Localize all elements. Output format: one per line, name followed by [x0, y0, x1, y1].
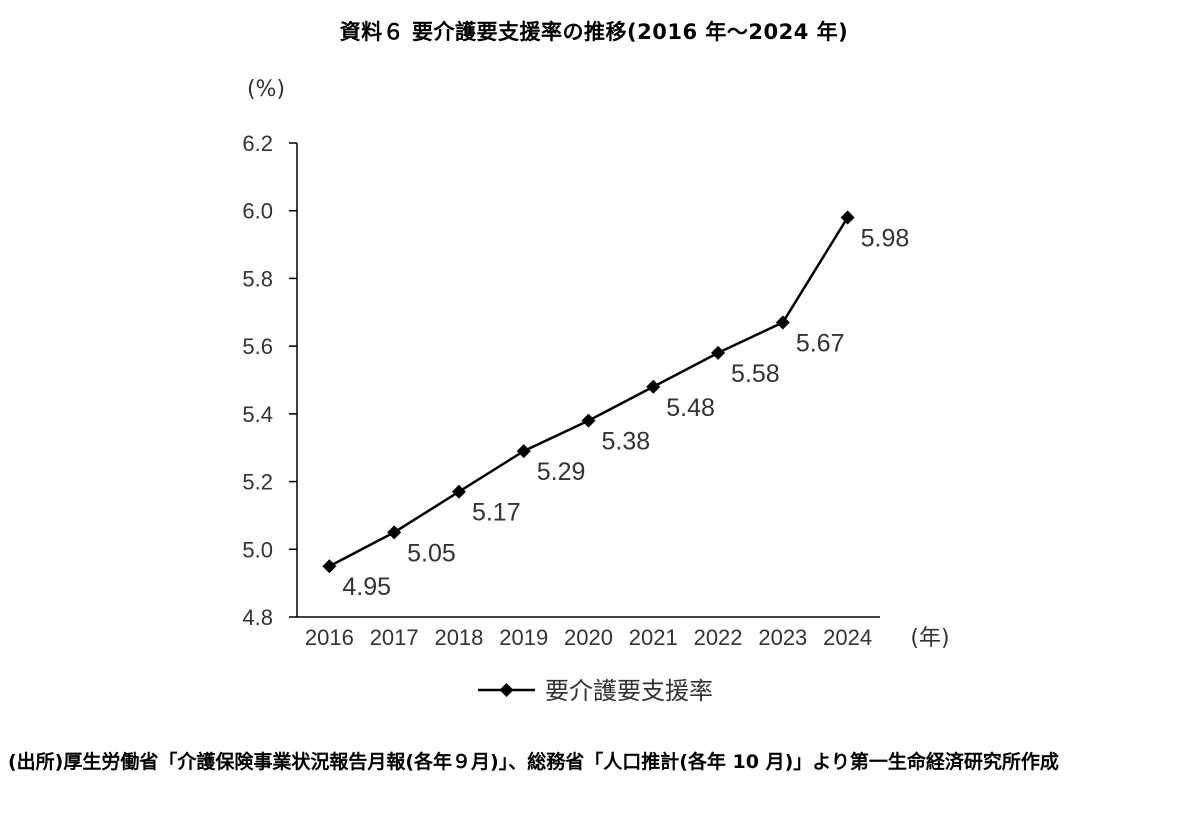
data-point	[646, 379, 661, 394]
x-tick-label: 2017	[370, 625, 419, 650]
data-label: 4.95	[342, 573, 391, 601]
y-unit-label: (%)	[247, 77, 285, 102]
data-label: 5.17	[472, 499, 521, 527]
x-tick-label: 2019	[499, 625, 548, 650]
data-label: 5.98	[861, 224, 910, 252]
x-tick-label: 2018	[434, 625, 483, 650]
y-tick-label: 4.8	[242, 605, 273, 630]
y-tick-label: 5.0	[242, 537, 273, 562]
line-chart: 4.8 5.0 5.2 5.4 5.6 5.8 6.0 6.2 (%) 2016 2017 2018…	[242, 77, 950, 705]
legend-label: 要介護要支援率	[545, 677, 713, 705]
y-tick-label: 5.6	[242, 334, 273, 359]
y-tick-label: 5.2	[242, 470, 273, 495]
x-tick-label: 2021	[629, 625, 678, 650]
y-tick-label: 6.0	[242, 199, 273, 224]
y-tick-label: 6.2	[242, 131, 273, 156]
x-tick-label: 2016	[305, 625, 354, 650]
legend-marker	[499, 683, 514, 697]
data-point	[840, 210, 855, 225]
x-tick-label: 2024	[823, 625, 872, 650]
series-line	[328, 216, 849, 568]
data-label: 5.05	[407, 539, 456, 567]
data-label: 5.29	[537, 458, 586, 486]
data-label: 5.48	[666, 394, 715, 422]
chart-title: 資料６ 要介護要支援率の推移(2016 年～2024 年)	[339, 20, 849, 44]
data-point	[451, 484, 466, 499]
y-tick-label: 5.8	[242, 266, 273, 291]
source-note: (出所)厚生労働省「介護保険事業状況報告月報(各年９月)」、総務省「人口推計(各…	[8, 751, 1059, 773]
data-point	[581, 413, 596, 428]
x-axis: 2016 2017 2018 2019 2020 2021 2022 2023 2024 (年)	[297, 616, 950, 651]
y-axis: 4.8 5.0 5.2 5.4 5.6 5.8 6.0 6.2 (%)	[242, 77, 298, 630]
y-tick-label: 5.4	[242, 402, 273, 427]
data-point	[516, 444, 531, 459]
x-tick-label: 2023	[758, 625, 807, 650]
x-unit-label: (年)	[910, 626, 949, 651]
data-point	[711, 345, 726, 360]
x-tick-label: 2022	[694, 625, 743, 650]
x-tick-label: 2020	[564, 625, 613, 650]
data-point	[322, 559, 337, 574]
legend: 要介護要支援率	[478, 677, 713, 705]
data-point	[775, 315, 790, 330]
series-group: 4.95 5.05 5.17 5.29 5.38 5.48 5.58 5.67 5.98	[322, 210, 909, 601]
data-label: 5.38	[602, 428, 651, 456]
data-label: 5.58	[731, 360, 780, 388]
data-point	[387, 525, 402, 540]
data-label: 5.67	[796, 329, 845, 357]
